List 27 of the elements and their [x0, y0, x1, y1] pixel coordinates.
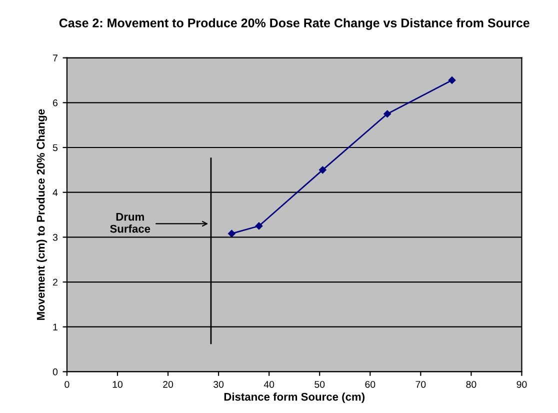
x-axis-title: Distance form Source (cm) — [224, 392, 364, 403]
y-tick-label: 0 — [52, 368, 58, 376]
chart-title: Case 2: Movement to Produce 20% Dose Rate Change vs Distance from Source — [59, 18, 530, 30]
x-tick-label: 0 — [64, 380, 70, 388]
y-tick-label: 5 — [52, 144, 58, 152]
point — [448, 76, 456, 84]
point — [384, 110, 391, 118]
x-tick-label: 80 — [466, 380, 476, 388]
point — [319, 166, 326, 174]
y-tick-label: 1 — [53, 324, 58, 330]
y-tick-label: 6 — [53, 99, 58, 106]
x-tick-label: 70 — [416, 380, 426, 388]
y-tick-label: 2 — [53, 278, 58, 286]
y-tick-label: 3 — [52, 234, 58, 241]
point — [255, 222, 263, 230]
annotation: Drum Surface — [110, 212, 150, 233]
x-tick-label: 10 — [112, 380, 123, 388]
x-tick-label: 60 — [365, 380, 376, 388]
y-tick-label: 4 — [52, 189, 58, 196]
x-tick-label: 40 — [264, 380, 274, 388]
x-tick-label: 90 — [516, 380, 527, 388]
point — [228, 230, 236, 238]
y-tick-label: 7 — [53, 54, 58, 62]
x-tick-label: 50 — [314, 380, 325, 388]
x-tick-label: 20 — [163, 380, 174, 388]
y-axis-title: Movement (cm) to Produce 20% Change — [36, 109, 47, 320]
x-tick-label: 30 — [214, 380, 224, 388]
